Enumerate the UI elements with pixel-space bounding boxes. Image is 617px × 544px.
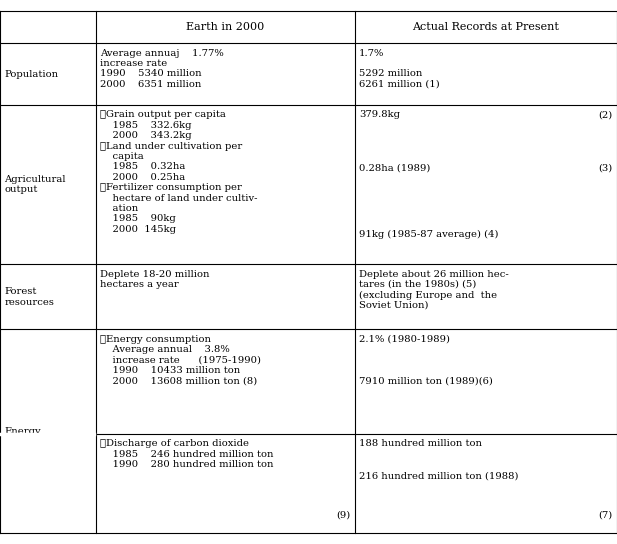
Text: Deplete about 26 million hec-
tares (in the 1980s) (5)
(excluding Europe and  th: Deplete about 26 million hec- tares (in … (359, 270, 509, 310)
Text: (9): (9) (336, 511, 350, 520)
Text: Earth in 2000: Earth in 2000 (186, 22, 264, 32)
Text: ①Grain output per capita
    1985    332.6kg
    2000    343.2kg
②Land under cul: ①Grain output per capita 1985 332.6kg 20… (100, 110, 257, 234)
Text: 0.28ha (1989): 0.28ha (1989) (359, 163, 431, 172)
Text: Population: Population (4, 70, 59, 78)
Text: ②Discharge of carbon dioxide
    1985    246 hundred million ton
    1990    280: ②Discharge of carbon dioxide 1985 246 hu… (100, 440, 273, 469)
Text: 2.1% (1980-1989): 2.1% (1980-1989) (359, 335, 450, 344)
Text: ①Energy consumption
    Average annual    3.8%
    increase rate      (1975-1990: ①Energy consumption Average annual 3.8% … (100, 335, 261, 386)
Text: 7910 million ton (1989)(6): 7910 million ton (1989)(6) (359, 376, 493, 386)
Text: 188 hundred million ton: 188 hundred million ton (359, 440, 482, 448)
Text: (2): (2) (598, 110, 613, 119)
Text: Actual Records at Present: Actual Records at Present (412, 22, 560, 32)
Text: (3): (3) (598, 163, 613, 172)
Text: 379.8kg: 379.8kg (359, 110, 400, 119)
Text: Agricultural
output: Agricultural output (4, 175, 66, 194)
Text: Average annuaj    1.77%
increase rate
1990    5340 million
2000    6351 million: Average annuaj 1.77% increase rate 1990 … (100, 49, 224, 89)
Text: 1.7%

5292 million
6261 million (1): 1.7% 5292 million 6261 million (1) (359, 49, 440, 89)
Text: Deplete 18-20 million
hectares a year: Deplete 18-20 million hectares a year (100, 270, 209, 289)
Text: (7): (7) (598, 511, 613, 520)
Text: 216 hundred million ton (1988): 216 hundred million ton (1988) (359, 471, 519, 480)
Text: Forest
resources: Forest resources (4, 287, 54, 306)
Text: Energy: Energy (4, 427, 41, 436)
Text: 91kg (1985-87 average) (4): 91kg (1985-87 average) (4) (359, 230, 499, 239)
